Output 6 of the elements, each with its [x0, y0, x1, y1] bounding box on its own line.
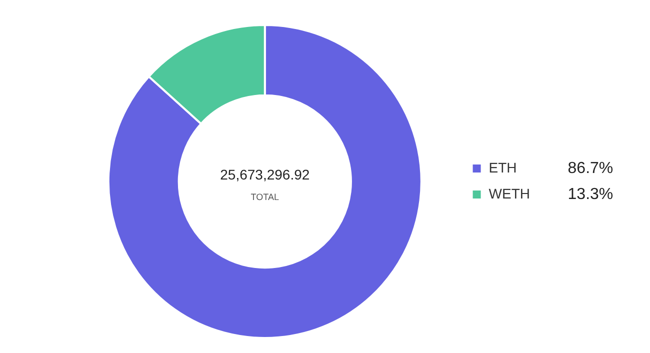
data-label: 86.7%: [568, 160, 614, 177]
data-label: 13.3%: [568, 186, 614, 203]
legend-label: WETH: [488, 185, 530, 202]
text: 25,673,296.92: [220, 166, 310, 182]
legend-label: ETH: [488, 159, 517, 176]
text: TOTAL: [250, 192, 279, 202]
